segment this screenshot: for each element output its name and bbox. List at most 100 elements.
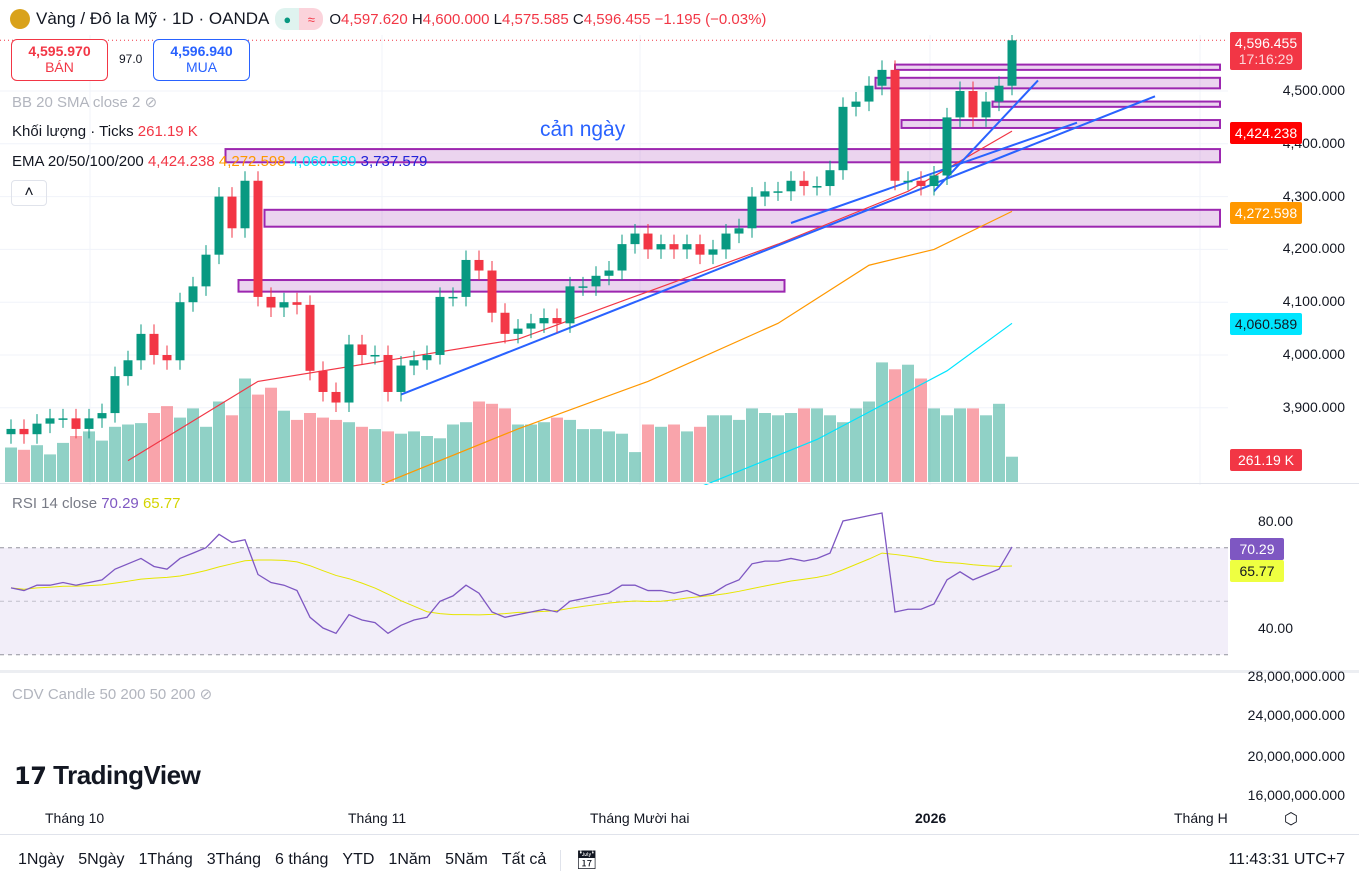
volume-bar xyxy=(967,408,979,482)
volume-bar xyxy=(18,449,30,482)
candle xyxy=(708,249,718,255)
volume-bar xyxy=(291,419,303,482)
candle xyxy=(253,180,263,297)
volume-bar xyxy=(460,422,472,482)
market-status[interactable]: ● ≈ xyxy=(275,8,324,30)
volume-bar xyxy=(278,410,290,482)
candle xyxy=(695,244,705,255)
volume-bar xyxy=(5,447,17,482)
volume-bar xyxy=(772,415,784,482)
candle xyxy=(396,365,406,392)
candle xyxy=(552,318,562,324)
rsi-ma-line xyxy=(10,552,1013,616)
volume-bar xyxy=(642,424,654,482)
candle xyxy=(71,418,81,429)
volume-bar xyxy=(356,426,368,482)
volume-bar xyxy=(473,401,485,482)
volume-bar xyxy=(629,452,641,482)
candle xyxy=(643,233,653,250)
volume-bar xyxy=(746,408,758,482)
range-button[interactable]: 1Ngày xyxy=(18,851,65,868)
range-button[interactable]: 5Năm xyxy=(445,851,488,868)
volume-bar xyxy=(31,445,43,482)
divider xyxy=(0,834,1359,835)
range-button[interactable]: 1Tháng xyxy=(138,851,193,868)
volume-bar xyxy=(447,424,459,482)
volume-bar xyxy=(668,424,680,482)
volume-bar xyxy=(57,442,69,482)
ema-legend[interactable]: EMA 20/50/100/200 4,424.238 4,272.598 4,… xyxy=(12,153,428,170)
volume-bar xyxy=(174,417,186,482)
candle xyxy=(682,244,692,250)
candle xyxy=(760,191,770,197)
resistance-zone xyxy=(894,63,1221,71)
rsi-line xyxy=(10,512,1013,635)
volume-bar xyxy=(733,419,745,482)
settings-gear-icon[interactable]: ⬡ xyxy=(1284,811,1298,828)
candle xyxy=(994,85,1004,102)
volume-bar xyxy=(980,415,992,482)
rsi-legend[interactable]: RSI 14 close 70.29 65.77 xyxy=(12,495,181,512)
hidden-eye-icon[interactable]: ⊘ xyxy=(144,94,158,111)
volume-bar xyxy=(707,415,719,482)
candle xyxy=(916,180,926,187)
time-label: 2026 xyxy=(915,810,947,826)
candle xyxy=(942,117,952,176)
tradingview-logo[interactable]: 𝟭𝟳 TradingView xyxy=(14,760,201,790)
candle xyxy=(721,233,731,250)
range-button[interactable]: Tất cả xyxy=(501,851,547,868)
symbol-title[interactable]: Vàng / Đô la Mỹ · 1D · OANDA xyxy=(36,9,270,28)
candle xyxy=(1007,40,1017,86)
buy-button[interactable]: 4,596.940 MUA xyxy=(153,39,250,81)
cdv-axis-label: 16,000,000.000 xyxy=(1247,787,1345,803)
range-button[interactable]: 1Năm xyxy=(388,851,432,868)
time-axis[interactable]: Tháng 10 Tháng 11 Tháng Mười hai 2026 Th… xyxy=(0,810,1228,830)
volume-legend[interactable]: Khối lượng · Ticks 261.19 K xyxy=(12,123,198,140)
bb-legend[interactable]: BB 20 SMA close 2 ⊘ xyxy=(12,94,158,111)
clock[interactable]: 11:43:31 UTC+7 xyxy=(1228,851,1345,868)
calendar-goto-icon[interactable]: 📅︎ xyxy=(560,849,598,871)
volume-bar xyxy=(954,408,966,482)
candle xyxy=(32,423,42,435)
price-chart[interactable] xyxy=(0,35,1228,485)
pane-divider[interactable] xyxy=(0,483,1359,484)
cdv-legend[interactable]: CDV Candle 50 200 50 200 ⊘ xyxy=(12,686,213,703)
hidden-eye-icon[interactable]: ⊘ xyxy=(199,686,213,703)
candle xyxy=(6,428,16,435)
volume-bar xyxy=(512,424,524,482)
volume-bar xyxy=(44,454,56,482)
candle xyxy=(201,254,211,287)
sell-button[interactable]: 4,595.970 BÁN xyxy=(11,39,108,81)
candle xyxy=(799,180,809,187)
volume-bar xyxy=(902,364,914,482)
candle xyxy=(370,355,380,357)
volume-bar xyxy=(759,413,771,482)
range-button[interactable]: 3Tháng xyxy=(206,851,262,868)
candle xyxy=(474,259,484,271)
ema20-tag: 4,424.238 xyxy=(1230,122,1302,144)
volume-bar xyxy=(551,417,563,482)
volume-bar xyxy=(70,436,82,482)
candle xyxy=(318,370,328,392)
price-axis-label: 3,900.000 xyxy=(1282,398,1345,415)
candle xyxy=(461,259,471,297)
volume-bar xyxy=(369,429,381,482)
range-button[interactable]: YTD xyxy=(342,851,375,868)
price-axis-label: 4,000.000 xyxy=(1282,346,1345,362)
range-button[interactable]: 5Ngày xyxy=(78,851,125,868)
volume-bar xyxy=(200,426,212,482)
ema100-line xyxy=(703,322,1013,485)
range-button[interactable]: 6 tháng xyxy=(275,851,329,868)
price-axis-label: 4,300.000 xyxy=(1282,187,1345,204)
candle xyxy=(968,91,978,118)
price-axis-label: 4,100.000 xyxy=(1282,293,1345,310)
annotation-text[interactable]: cản ngày xyxy=(540,118,626,141)
collapse-chevron-icon[interactable]: ˄ xyxy=(11,180,47,206)
rsi-pane[interactable] xyxy=(0,484,1228,670)
candle xyxy=(292,302,302,305)
volume-bar xyxy=(486,403,498,482)
volume-bar xyxy=(317,417,329,482)
candle xyxy=(890,69,900,181)
volume-bar xyxy=(785,413,797,482)
pane-divider[interactable] xyxy=(0,670,1359,673)
